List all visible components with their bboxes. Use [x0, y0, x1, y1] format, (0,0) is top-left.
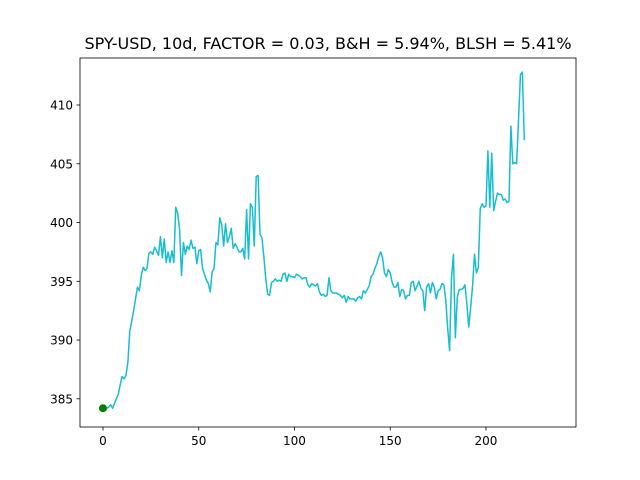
y-tick-label: 410: [50, 99, 73, 113]
series-layer: [102, 71, 526, 409]
plot-area: [80, 58, 576, 427]
series-line-0: [102, 71, 526, 409]
y-tick-label: 405: [50, 157, 73, 171]
tick-layer: 0 50 100 150 200 385 390 395 400 405 410: [50, 99, 497, 448]
x-tick-label: 200: [475, 434, 498, 448]
y-tick-label: 400: [50, 216, 73, 230]
x-tick-label: 100: [283, 434, 306, 448]
chart-title: SPY-USD, 10d, FACTOR = 0.03, B&H = 5.94%…: [84, 34, 571, 53]
y-tick-label: 395: [50, 275, 73, 289]
x-tick-label: 0: [99, 434, 107, 448]
marker-point-0: [98, 404, 107, 413]
y-tick-label: 385: [50, 392, 73, 406]
x-tick-label: 50: [191, 434, 206, 448]
y-tick-label: 390: [50, 334, 73, 348]
marker-layer: [98, 404, 107, 413]
plot-frame: [79, 57, 577, 428]
x-tick-label: 150: [379, 434, 402, 448]
